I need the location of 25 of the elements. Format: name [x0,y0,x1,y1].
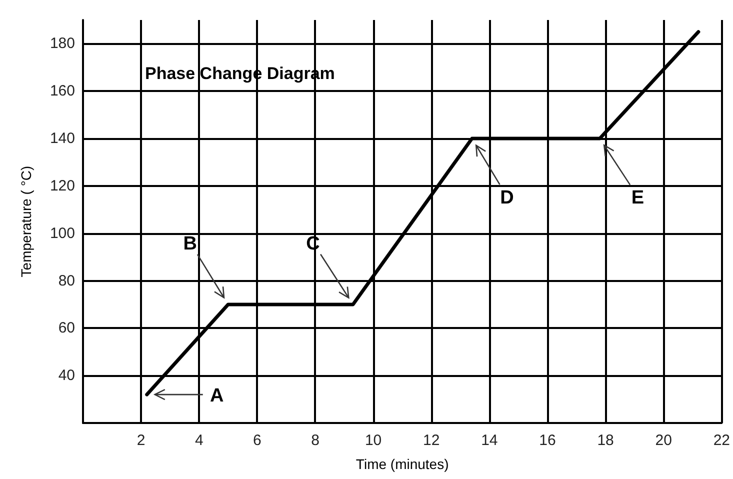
x-tick-label: 8 [311,432,320,449]
y-tick-label: 180 [50,35,75,52]
x-tick-label: 18 [597,432,614,449]
x-tick-label: 10 [364,432,382,449]
y-tick-label: 120 [50,177,75,194]
x-tick-label: 16 [539,432,556,449]
y-tick-label: 140 [50,130,75,148]
x-axis-title: Time (minutes) [356,456,449,472]
y-tick-label: 40 [58,367,75,384]
annotation: E [631,188,644,209]
x-tick-label: 12 [423,432,440,449]
x-tick-label: 22 [713,432,730,449]
y-tick-label: 100 [50,224,75,242]
annotation: B [183,233,198,254]
y-axis-title: Temperature ( °C) [18,166,34,278]
x-tick-label: 6 [253,432,262,449]
y-tick-label: 80 [58,272,75,290]
x-tick-label: 14 [481,432,498,449]
annotation: A [210,386,224,407]
y-tick-label: 160 [50,82,75,100]
y-tick-label: 60 [58,320,75,337]
x-tick-label: 4 [194,432,204,449]
x-tick-label: 2 [136,432,146,449]
x-tick-label: 20 [655,432,672,449]
annotation: D [500,188,514,209]
